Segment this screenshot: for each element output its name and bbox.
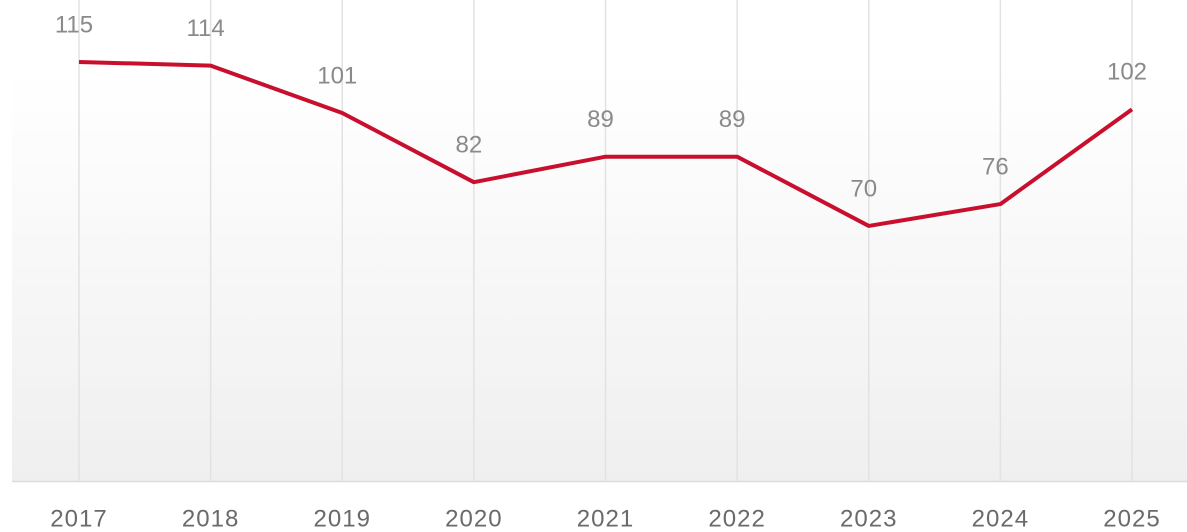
data-label: 114 bbox=[186, 15, 224, 42]
plot-background bbox=[12, 0, 1187, 481]
x-tick-label: 2025 bbox=[1103, 505, 1160, 532]
data-label: 89 bbox=[587, 106, 614, 133]
x-tick-label: 2019 bbox=[314, 505, 371, 532]
data-label: 76 bbox=[982, 153, 1009, 180]
data-label: 70 bbox=[850, 175, 877, 202]
data-label: 102 bbox=[1107, 59, 1147, 86]
data-label: 82 bbox=[456, 132, 483, 159]
data-label: 115 bbox=[55, 11, 93, 38]
x-tick-label: 2018 bbox=[182, 505, 239, 532]
data-label: 89 bbox=[719, 106, 746, 133]
x-tick-label: 2022 bbox=[708, 505, 765, 532]
x-tick-label: 2023 bbox=[840, 505, 897, 532]
x-tick-label: 2021 bbox=[577, 505, 634, 532]
data-line bbox=[78, 59, 1134, 228]
x-tick-label: 2017 bbox=[50, 505, 107, 532]
data-label: 101 bbox=[317, 62, 357, 89]
x-tick-label: 2020 bbox=[445, 505, 502, 532]
x-tick-label: 2024 bbox=[972, 505, 1029, 532]
